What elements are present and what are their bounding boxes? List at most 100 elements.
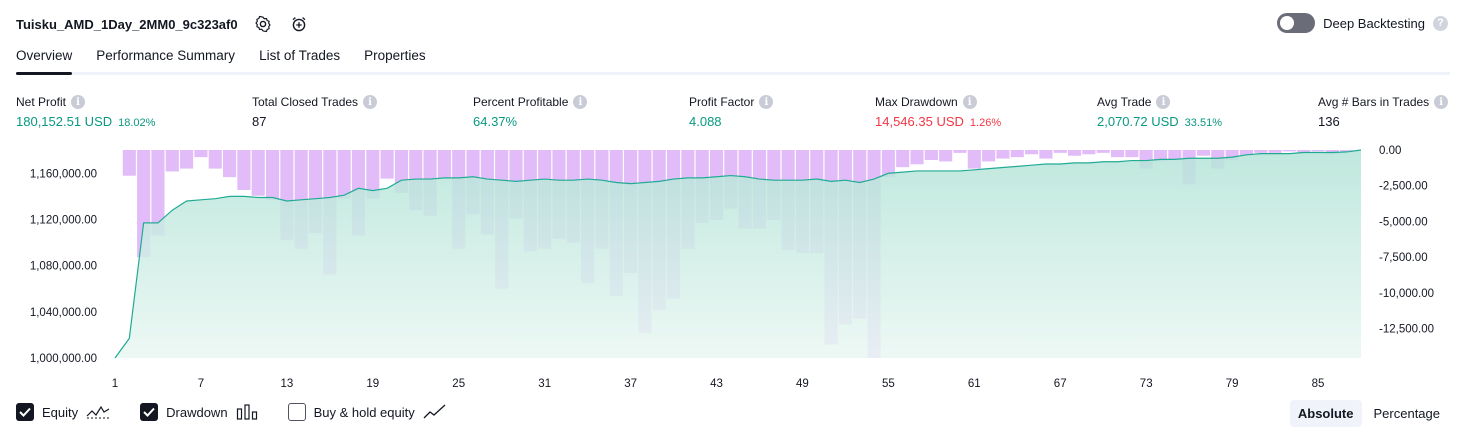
drawdown-bar [1196,150,1211,156]
x-tick: 37 [624,378,637,390]
tab-performance-summary[interactable]: Performance Summary [96,48,236,63]
info-icon[interactable]: i [1434,95,1449,109]
drawdown-bar [180,150,194,169]
equity-line [114,149,1362,359]
question-icon[interactable]: ? [1433,15,1448,31]
drawdown-bar [881,150,895,178]
drawdown-bar [366,150,380,199]
metric-value: 4.088 [689,114,722,129]
metric-label: Percent Profitable [473,95,569,109]
x-tick: 25 [452,378,465,390]
drawdown-bar [151,150,165,236]
drawdown-bar [1110,150,1125,158]
value-mode-switch: Absolute Percentage [1289,400,1448,427]
drawdown-bar [1168,150,1182,161]
drawdown-bar [1082,150,1096,155]
drawdown-bar [1268,150,1282,153]
y-left-tick: 1,120,000.00 [30,215,97,227]
drawdown-bar [1010,150,1024,158]
y-left-tick: 1,080,000.00 [30,261,97,273]
drawdown-bar [265,150,280,201]
gear-icon[interactable] [252,13,274,35]
drawdown-bar [1153,150,1168,162]
info-icon[interactable]: i [962,95,977,109]
drawdown-bar [1068,150,1082,156]
drawdown-bar [237,150,251,191]
y-right-tick: -12,500.00 [1379,324,1434,336]
drawdown-bar [194,150,208,158]
metric-value: 136 [1318,114,1340,129]
equity-checkbox[interactable] [16,403,34,421]
metric-label: Max Drawdown [875,95,958,109]
metric-value: 2,070.72 USD [1097,114,1179,129]
x-tick: 7 [198,378,204,390]
drawdown-bar [1125,150,1139,158]
metric-value: 64.37% [473,114,518,129]
x-tick: 85 [1312,378,1325,390]
absolute-button[interactable]: Absolute [1289,400,1362,427]
trend-line-icon [423,404,447,420]
x-tick: 31 [538,378,551,390]
metric-percent: 1.26% [969,117,1002,129]
info-icon[interactable]: i [573,95,588,109]
drawdown-bar [223,150,237,178]
drawdown-bar [939,150,953,162]
deep-backtesting-label: Deep Backtesting [1323,15,1425,31]
drawdown-bar [1053,150,1067,153]
drawdown-bar [996,150,1010,159]
y-left-tick: 1,160,000.00 [30,168,97,180]
drawdown-bar [910,150,924,165]
metric-label: Avg Trade [1097,95,1152,109]
drawdown-bar [380,150,394,179]
legend-label: Drawdown [166,404,228,420]
drawdown-bar [1297,150,1311,153]
percentage-button[interactable]: Percentage [1373,406,1441,421]
metric-label: Profit Factor [689,95,755,109]
drawdown-bar [982,150,996,162]
tab-properties[interactable]: Properties [364,48,426,63]
x-axis: 1 7 13 19 25 31 37 43 49 55 61 67 73 79 85 [112,378,1325,390]
equity-area [115,150,1361,358]
drawdown-bar [1096,150,1110,153]
drawdown-bar [1340,150,1354,152]
legend-label: Equity [42,404,79,420]
legend-equity[interactable]: Equity [16,403,110,421]
x-tick: 49 [796,378,809,390]
metric-total-closed-trades: Total Closed Trades i 87 [252,94,378,129]
x-tick: 73 [1140,378,1153,390]
drawdown-bar [337,150,351,199]
info-icon[interactable]: i [71,95,86,109]
metric-value: 14,546.35 USD [875,114,964,129]
info-icon[interactable]: i [1156,95,1171,109]
x-tick: 19 [366,378,379,390]
add-alarm-icon[interactable] [288,13,310,35]
drawdown-bar [1311,150,1325,152]
legend-drawdown[interactable]: Drawdown [140,403,257,421]
buy-hold-checkbox[interactable] [287,403,306,421]
y-axis-left: 1,160,000.00 1,120,000.00 1,080,000.00 1,04… [30,168,97,365]
x-tick: 67 [1054,378,1067,390]
x-tick: 13 [281,378,294,390]
info-icon[interactable]: i [363,95,378,109]
metric-avg-trade: Avg Trade i 2,070.72 USD 33.51% [1097,94,1222,129]
tab-list-of-trades[interactable]: List of Trades [259,48,341,63]
metric-avg-bars: Avg # Bars in Trades i 136 [1318,94,1449,129]
drawdown-checkbox[interactable] [140,403,159,421]
strategy-name: Tuisku_AMD_1Day_2MM0_9c323af0 [16,16,238,32]
x-tick: 61 [968,378,981,390]
tab-overview[interactable]: Overview [16,48,73,75]
metric-value: 87 [252,114,267,129]
legend-buy-hold[interactable]: Buy & hold equity [287,403,447,421]
drawdown-bar [896,150,910,168]
equity-drawdown-chart[interactable]: 1,160,000.00 1,120,000.00 1,080,000.00 1,04… [0,140,1466,396]
drawdown-bar [1025,150,1039,155]
drawdown-bar [1282,150,1296,152]
drawdown-bar [967,150,981,169]
deep-backtesting: Deep Backtesting ? [1277,13,1448,33]
equity-line-icon [86,404,110,420]
chart-legend: Equity Drawdown Buy & hold equity [16,403,447,421]
metric-percent: 33.51% [1184,117,1222,129]
y-right-tick: -5,000.00 [1379,217,1428,229]
deep-backtesting-toggle[interactable] [1277,13,1316,33]
info-icon[interactable]: i [759,95,774,109]
